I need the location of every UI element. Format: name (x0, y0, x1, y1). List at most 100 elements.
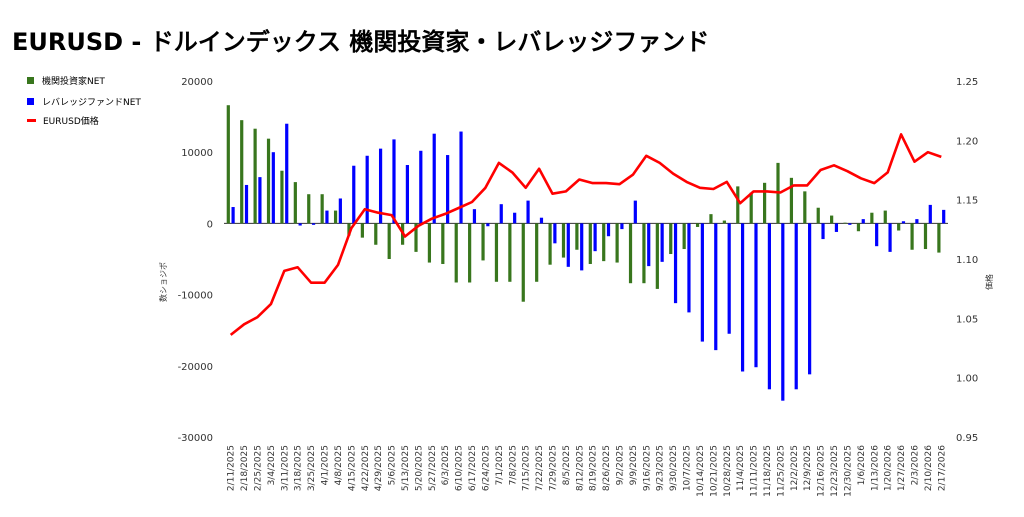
x-tick-label: 6/3/2025 (441, 445, 451, 485)
bar-institutional (856, 223, 861, 232)
bar-institutional (307, 194, 311, 224)
y2-axis-label: 価格 (984, 274, 994, 290)
y-tick-label: -20000 (178, 362, 213, 373)
x-tick-label: 12/23/2025 (830, 445, 840, 497)
x-tick-label: 11/25/2025 (776, 445, 786, 497)
x-tick-label: 6/10/2025 (455, 445, 465, 491)
bar-institutional (655, 223, 659, 289)
bar-leveraged (754, 223, 758, 368)
bar-leveraged (271, 152, 275, 224)
x-tick-label: 10/28/2025 (723, 445, 733, 497)
x-tick-label: 2/10/2026 (924, 445, 934, 491)
bar-leveraged (325, 210, 329, 224)
legend-label-institutional: 機関投資家NET (42, 77, 105, 87)
bar-institutional (414, 223, 418, 252)
y2-tick-label: 1.05 (956, 314, 978, 325)
bar-institutional (320, 194, 324, 224)
bar-leveraged (647, 223, 651, 267)
bar-leveraged (928, 204, 932, 224)
bar-leveraged (258, 177, 262, 224)
bar-leveraged (606, 223, 611, 237)
legend-item-institutional: 機関投資家NET (27, 74, 105, 87)
x-tick-label: 7/8/2025 (508, 445, 518, 485)
bar-institutional (910, 223, 914, 250)
bar-institutional (575, 223, 579, 250)
bar-institutional (441, 223, 445, 264)
x-tick-label: 9/2/2025 (616, 445, 626, 485)
bar-institutional (937, 223, 941, 253)
bar-leveraged (298, 223, 302, 226)
x-tick-label: 3/11/2025 (280, 445, 290, 491)
bar-leveraged (633, 200, 637, 224)
bar-institutional (722, 220, 726, 224)
bar-leveraged (553, 223, 557, 244)
bar-institutional (843, 222, 847, 224)
bar-leveraged (231, 207, 235, 224)
x-tick-label: 7/15/2025 (522, 445, 532, 491)
legend-item-leveraged: レバレッジファンドNET (27, 95, 141, 108)
bar-leveraged (808, 223, 812, 375)
bar-institutional (816, 207, 820, 224)
x-tick-label: 9/30/2025 (669, 445, 679, 491)
bar-institutional (897, 223, 901, 231)
bar-leveraged (901, 221, 906, 224)
bar-institutional (923, 223, 928, 250)
bar-institutional (588, 223, 592, 264)
bar-institutional (481, 223, 485, 261)
bar-leveraged (714, 223, 718, 351)
bar-leveraged (513, 212, 517, 224)
y2-tick-label: 1.15 (956, 196, 978, 207)
bar-institutional (682, 223, 686, 250)
bar-institutional (602, 223, 606, 262)
x-tick-label: 3/4/2025 (267, 445, 277, 485)
legend-swatch-leveraged (27, 98, 34, 105)
bar-leveraged (459, 131, 463, 224)
bar-leveraged (848, 223, 852, 225)
y2-tick-label: 1.20 (956, 136, 978, 147)
x-tick-label: 5/13/2025 (401, 445, 411, 491)
y2-tick-label: 0.95 (956, 433, 978, 444)
bar-institutional (789, 177, 794, 224)
bar-institutional (709, 214, 713, 224)
bar-leveraged (834, 223, 839, 232)
bar-leveraged (405, 165, 409, 224)
bar-institutional (535, 223, 539, 282)
y-tick-label: -10000 (178, 291, 213, 302)
bar-institutional (374, 223, 378, 245)
bar-institutional (628, 223, 633, 284)
bar-institutional (830, 215, 834, 224)
x-tick-label: 4/1/2025 (321, 445, 331, 485)
x-tick-label: 2/18/2025 (240, 445, 250, 491)
legend-item-eurusd: EURUSD価格 (27, 114, 99, 127)
bar-institutional (468, 223, 472, 283)
x-tick-label: 9/16/2025 (642, 445, 652, 491)
bar-institutional (280, 170, 284, 224)
bar-leveraged (915, 219, 919, 224)
legend-swatch-eurusd (27, 119, 36, 122)
x-tick-label: 12/2/2025 (790, 445, 800, 491)
x-tick-label: 11/18/2025 (763, 445, 773, 497)
bar-leveraged (875, 223, 879, 247)
x-tick-label: 4/8/2025 (334, 445, 344, 485)
bar-leveraged (539, 217, 544, 224)
x-tick-label: 1/20/2026 (884, 445, 894, 491)
bar-leveraged (781, 223, 785, 401)
x-tick-label: 4/22/2025 (361, 445, 371, 491)
x-tick-label: 1/13/2026 (870, 445, 880, 491)
x-tick-label: 6/24/2025 (481, 445, 491, 491)
bar-institutional (870, 212, 874, 224)
bar-institutional (360, 223, 364, 238)
bar-leveraged (861, 219, 865, 224)
x-tick-label: 8/26/2025 (602, 445, 612, 491)
y2-tick-label: 1.10 (956, 255, 978, 266)
bar-leveraged (499, 204, 503, 224)
bar-leveraged (526, 200, 530, 224)
bar-leveraged (244, 184, 249, 224)
y2-tick-label: 1.25 (956, 77, 978, 88)
x-tick-label: 5/6/2025 (388, 445, 398, 485)
bar-leveraged (365, 155, 369, 224)
bar-leveraged (338, 198, 342, 224)
bar-leveraged (700, 223, 704, 342)
x-tick-label: 7/22/2025 (535, 445, 545, 491)
